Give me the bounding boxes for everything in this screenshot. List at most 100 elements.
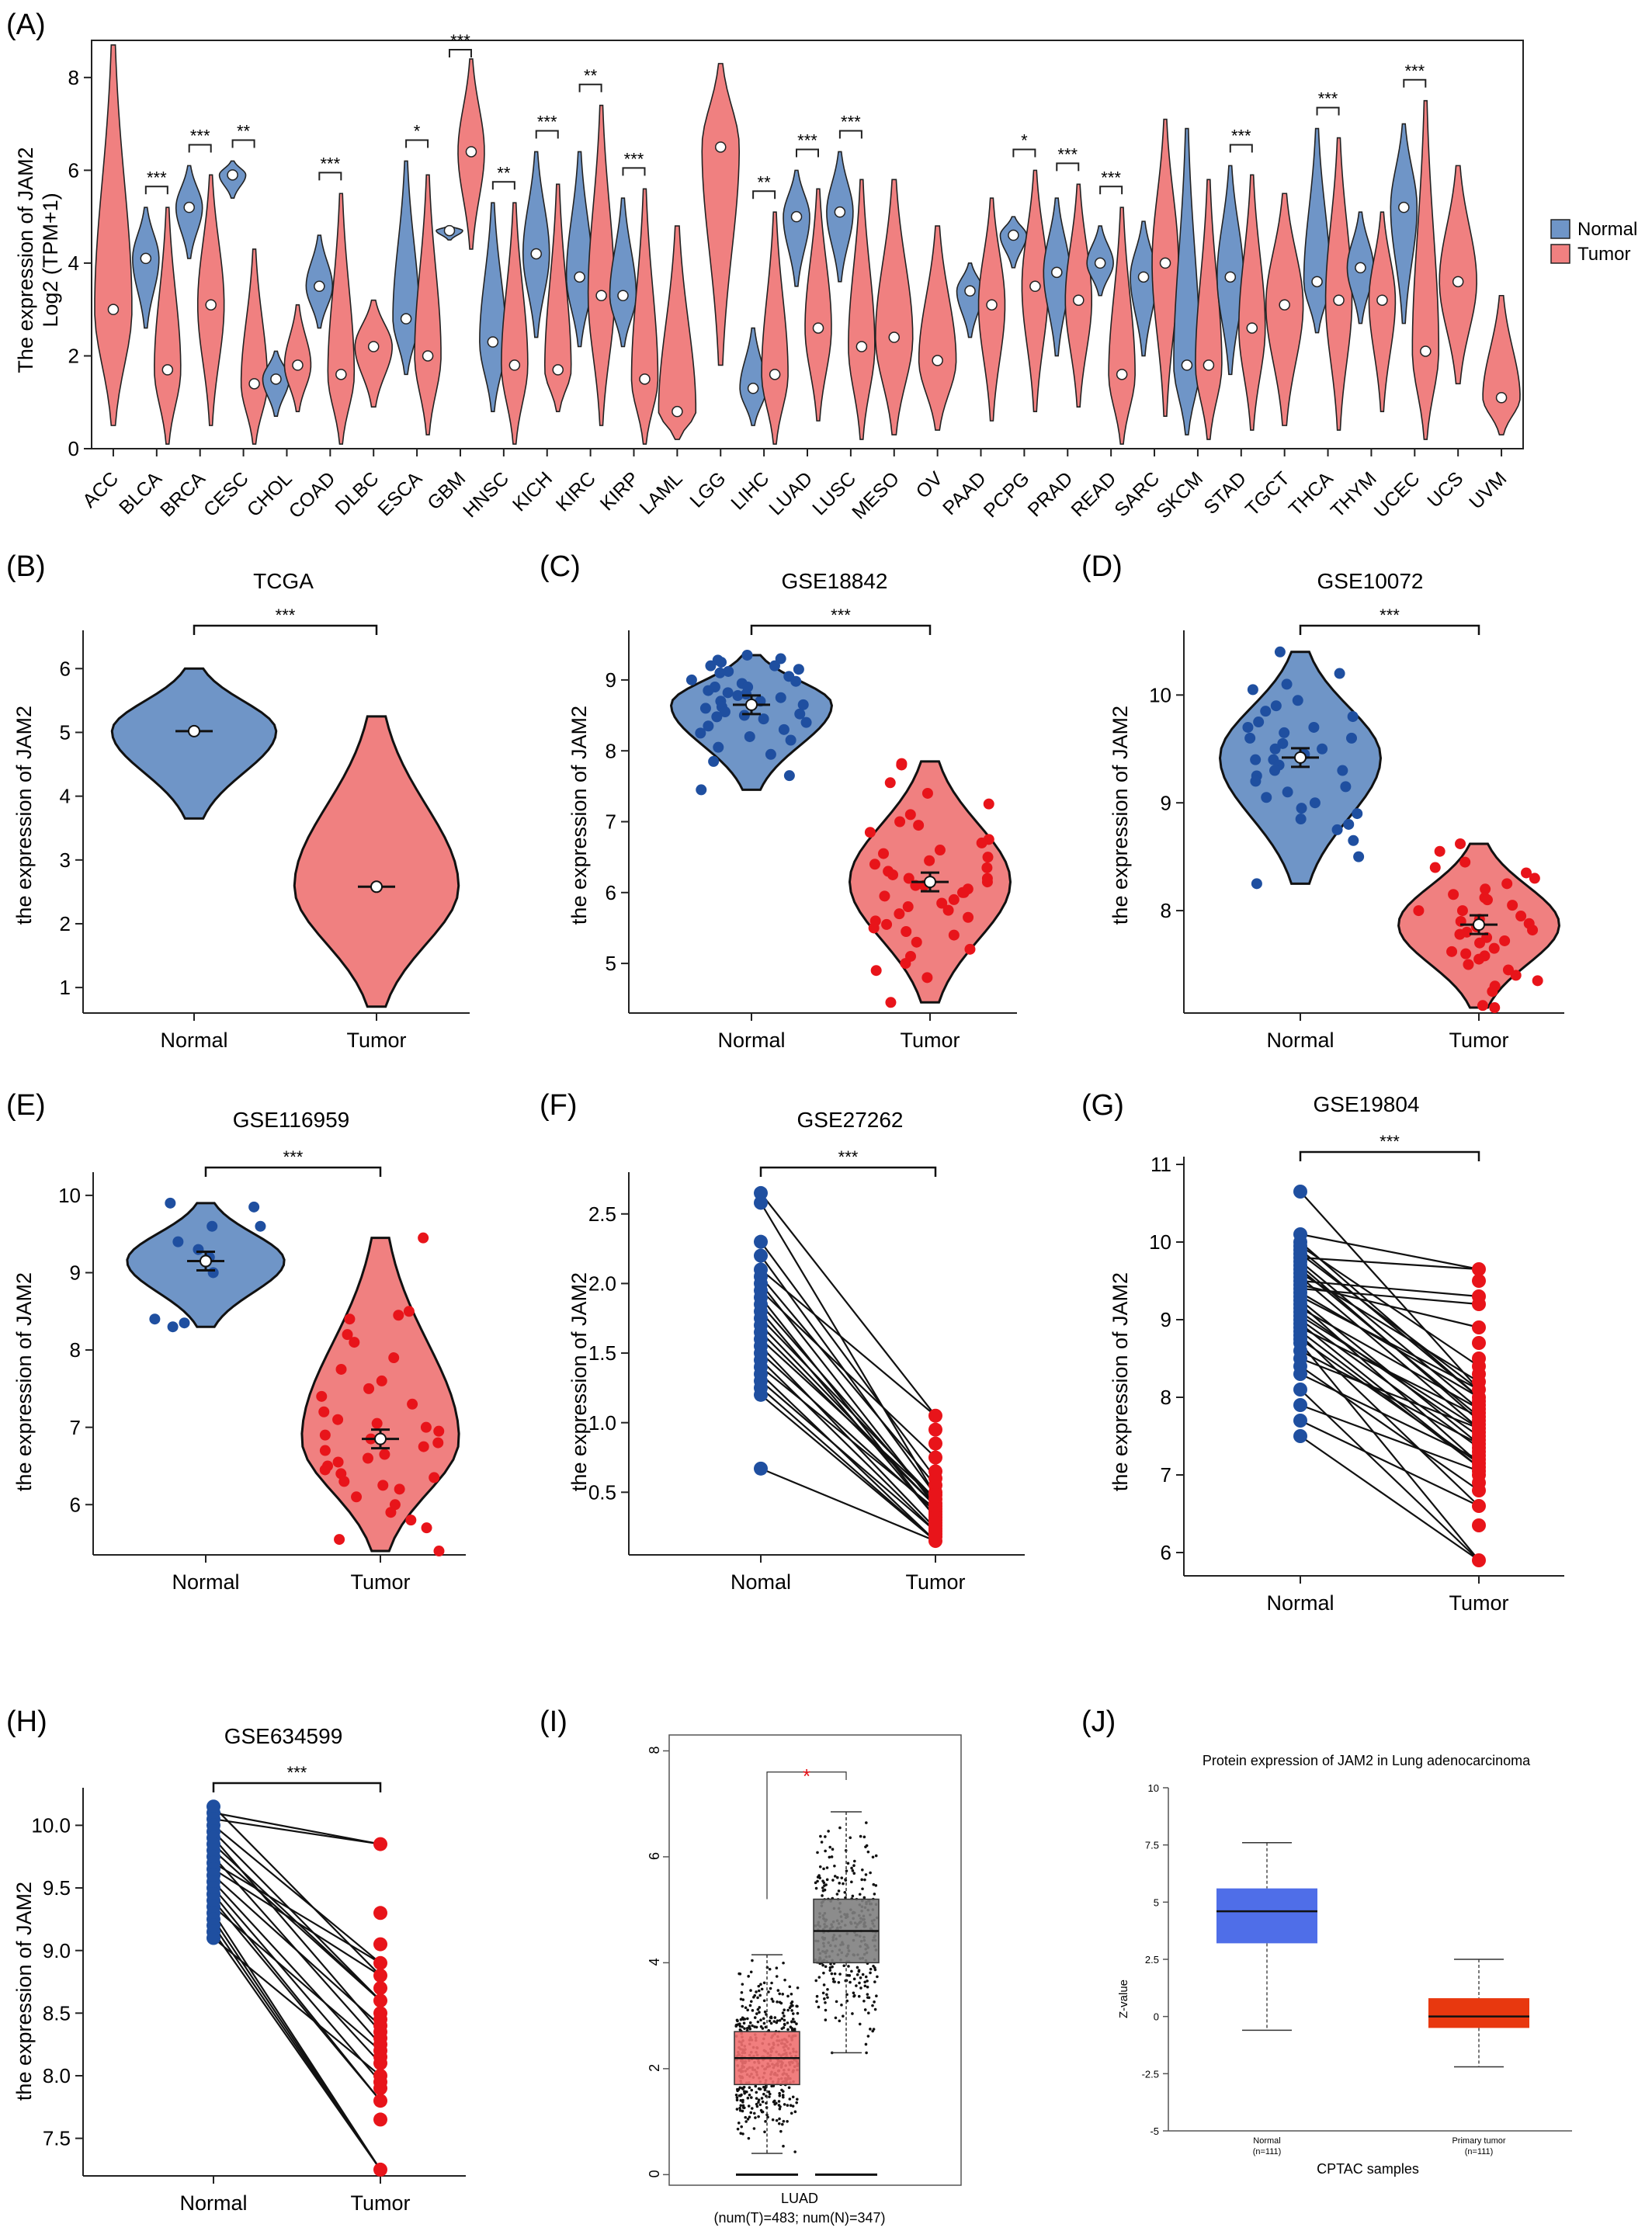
panel-a-violin-tumor (94, 44, 133, 426)
panel-c-dot-tumor (864, 827, 876, 838)
panel-i-point (761, 2100, 765, 2104)
panel-a-median-normal (487, 336, 499, 348)
panel-a-xtick-label: CESC (200, 467, 253, 521)
panel-i-point (875, 1994, 878, 1998)
panel-i-point (750, 2088, 754, 2092)
panel-i-point (740, 1990, 744, 1994)
panel-i-point (756, 1996, 759, 2000)
panel-a-median-tumor (714, 141, 727, 153)
panel-c-dot-normal (758, 713, 769, 725)
panel-h-dot-tumor (373, 2162, 387, 2177)
legend-normal-swatch (1550, 219, 1570, 239)
panel-i-point (851, 2012, 854, 2015)
panel-d-dot-normal (1308, 721, 1320, 733)
panel-d-dot-tumor (1429, 862, 1441, 873)
panel-d-mean-point (1473, 918, 1485, 932)
panel-a-xtick-label: BLCA (115, 467, 166, 519)
panel-a-violin-tumor (543, 183, 572, 412)
panel-g-pair-line (1300, 1241, 1480, 1398)
panel-i-point (795, 2101, 799, 2104)
panel-h-pair-line (213, 1824, 381, 1964)
panel-j-box (1216, 1888, 1317, 1944)
panel-i-point (786, 2028, 790, 2032)
panel-c-title: GSE18842 (782, 569, 888, 593)
panel-a-violin-tumor (1108, 206, 1136, 445)
panel-i-point (827, 1830, 830, 1833)
panel-a-median-normal (314, 280, 325, 293)
panel-f-pair-line (760, 1254, 936, 1496)
panel-g-dot-normal (1293, 1429, 1307, 1443)
panel-a-xtick-label: ESCA (373, 467, 426, 520)
panel-e-dot-tumor (403, 1306, 415, 1317)
panel-i-point (858, 1981, 861, 1985)
panel-i-point (790, 2020, 793, 2024)
panel-c-dot-tumor (901, 926, 912, 938)
panel-h-dot-tumor (373, 1906, 387, 1921)
panel-a-median-normal (1051, 266, 1063, 279)
panel-a-sig-label: ** (497, 163, 511, 182)
panel-i-point (782, 2090, 785, 2093)
panel-g-title: GSE19804 (1314, 1092, 1420, 1116)
panel-i-point (781, 1993, 785, 1996)
panel-i-point (863, 1984, 867, 1988)
panel-g-dot-normal (1293, 1367, 1307, 1381)
panel-i-point (858, 1893, 862, 1896)
panel-c-dot-normal (793, 664, 804, 675)
panel-i-point (795, 2022, 798, 2025)
panel-i-point (755, 2091, 758, 2094)
panel-f-pair-line (760, 1317, 936, 1501)
panel-d-dot-normal (1251, 878, 1262, 890)
panel-g-dot-tumor (1472, 1553, 1486, 1567)
panel-i-sig-bracket (766, 1771, 847, 1900)
panel-a-violin-normal (479, 202, 507, 412)
panel-g-pair-line (1300, 1233, 1480, 1271)
panel-j-group-tumor: Primary tumor (1452, 2136, 1505, 2146)
panel-g-pair-line (1300, 1334, 1480, 1507)
panel-h-dot-tumor (373, 1837, 387, 1851)
panel-h-ytick-label: 9.0 (43, 1939, 71, 1962)
panel-e-dot-tumor (405, 1515, 417, 1526)
panel-i-point (789, 2104, 793, 2108)
panel-a-violin-tumor (1482, 294, 1521, 435)
panel-g-pair-line (1300, 1327, 1480, 1417)
panel-i-point (862, 1999, 866, 2003)
panel-i-point (782, 2026, 786, 2029)
panel-i-point (833, 1864, 836, 1868)
panel-i-point (757, 2098, 761, 2101)
panel-i-point (778, 2000, 782, 2004)
panel-i-point (751, 2009, 755, 2012)
panel-i-point (856, 1966, 859, 1969)
panel-e-dot-tumor (376, 1375, 387, 1386)
panel-i-point (735, 2108, 739, 2111)
panel-e-dot-tumor (393, 1310, 404, 1321)
panel-a-median-tumor (672, 405, 683, 418)
panel-i-point (783, 2022, 786, 2026)
panel-g-ytick-label: 10 (1149, 1230, 1171, 1254)
panel-i-point (773, 2016, 777, 2019)
panel-i-point (793, 2020, 796, 2024)
panel-e-dot-tumor (335, 1363, 347, 1375)
panel-a-sig-label: *** (841, 113, 861, 132)
panel-f-dot-normal (754, 1461, 768, 1476)
panel-i-point (824, 1849, 827, 1853)
panel-i-point (852, 1872, 856, 1875)
panel-e-dot-tumor (388, 1352, 400, 1364)
panel-i-point (755, 2102, 758, 2106)
panel-i-frame (668, 1734, 962, 2186)
panel-a-median-tumor (1376, 294, 1388, 306)
panel-a-median-tumor (769, 369, 781, 380)
panel-e-dot-tumor (432, 1437, 444, 1449)
panel-c-dot-normal (703, 685, 714, 696)
panel-e-dot-tumor (377, 1480, 389, 1491)
panel-a-xtick-label: OV (912, 467, 948, 503)
panel-a-sig-bracket (796, 148, 819, 158)
panel-a-violin-tumor (1238, 174, 1266, 431)
panel-c-dot-tumor (887, 869, 899, 880)
panel-i-point (872, 1882, 876, 1886)
panel-i-point (783, 2014, 786, 2018)
panel-d-mean-point (1294, 751, 1307, 764)
panel-a-ytick-label: 8 (68, 66, 79, 89)
panel-a-median-tumor (639, 373, 651, 385)
panel-b-xtick-label: Normal (160, 1029, 227, 1052)
panel-h-pair-line (213, 1937, 381, 2077)
